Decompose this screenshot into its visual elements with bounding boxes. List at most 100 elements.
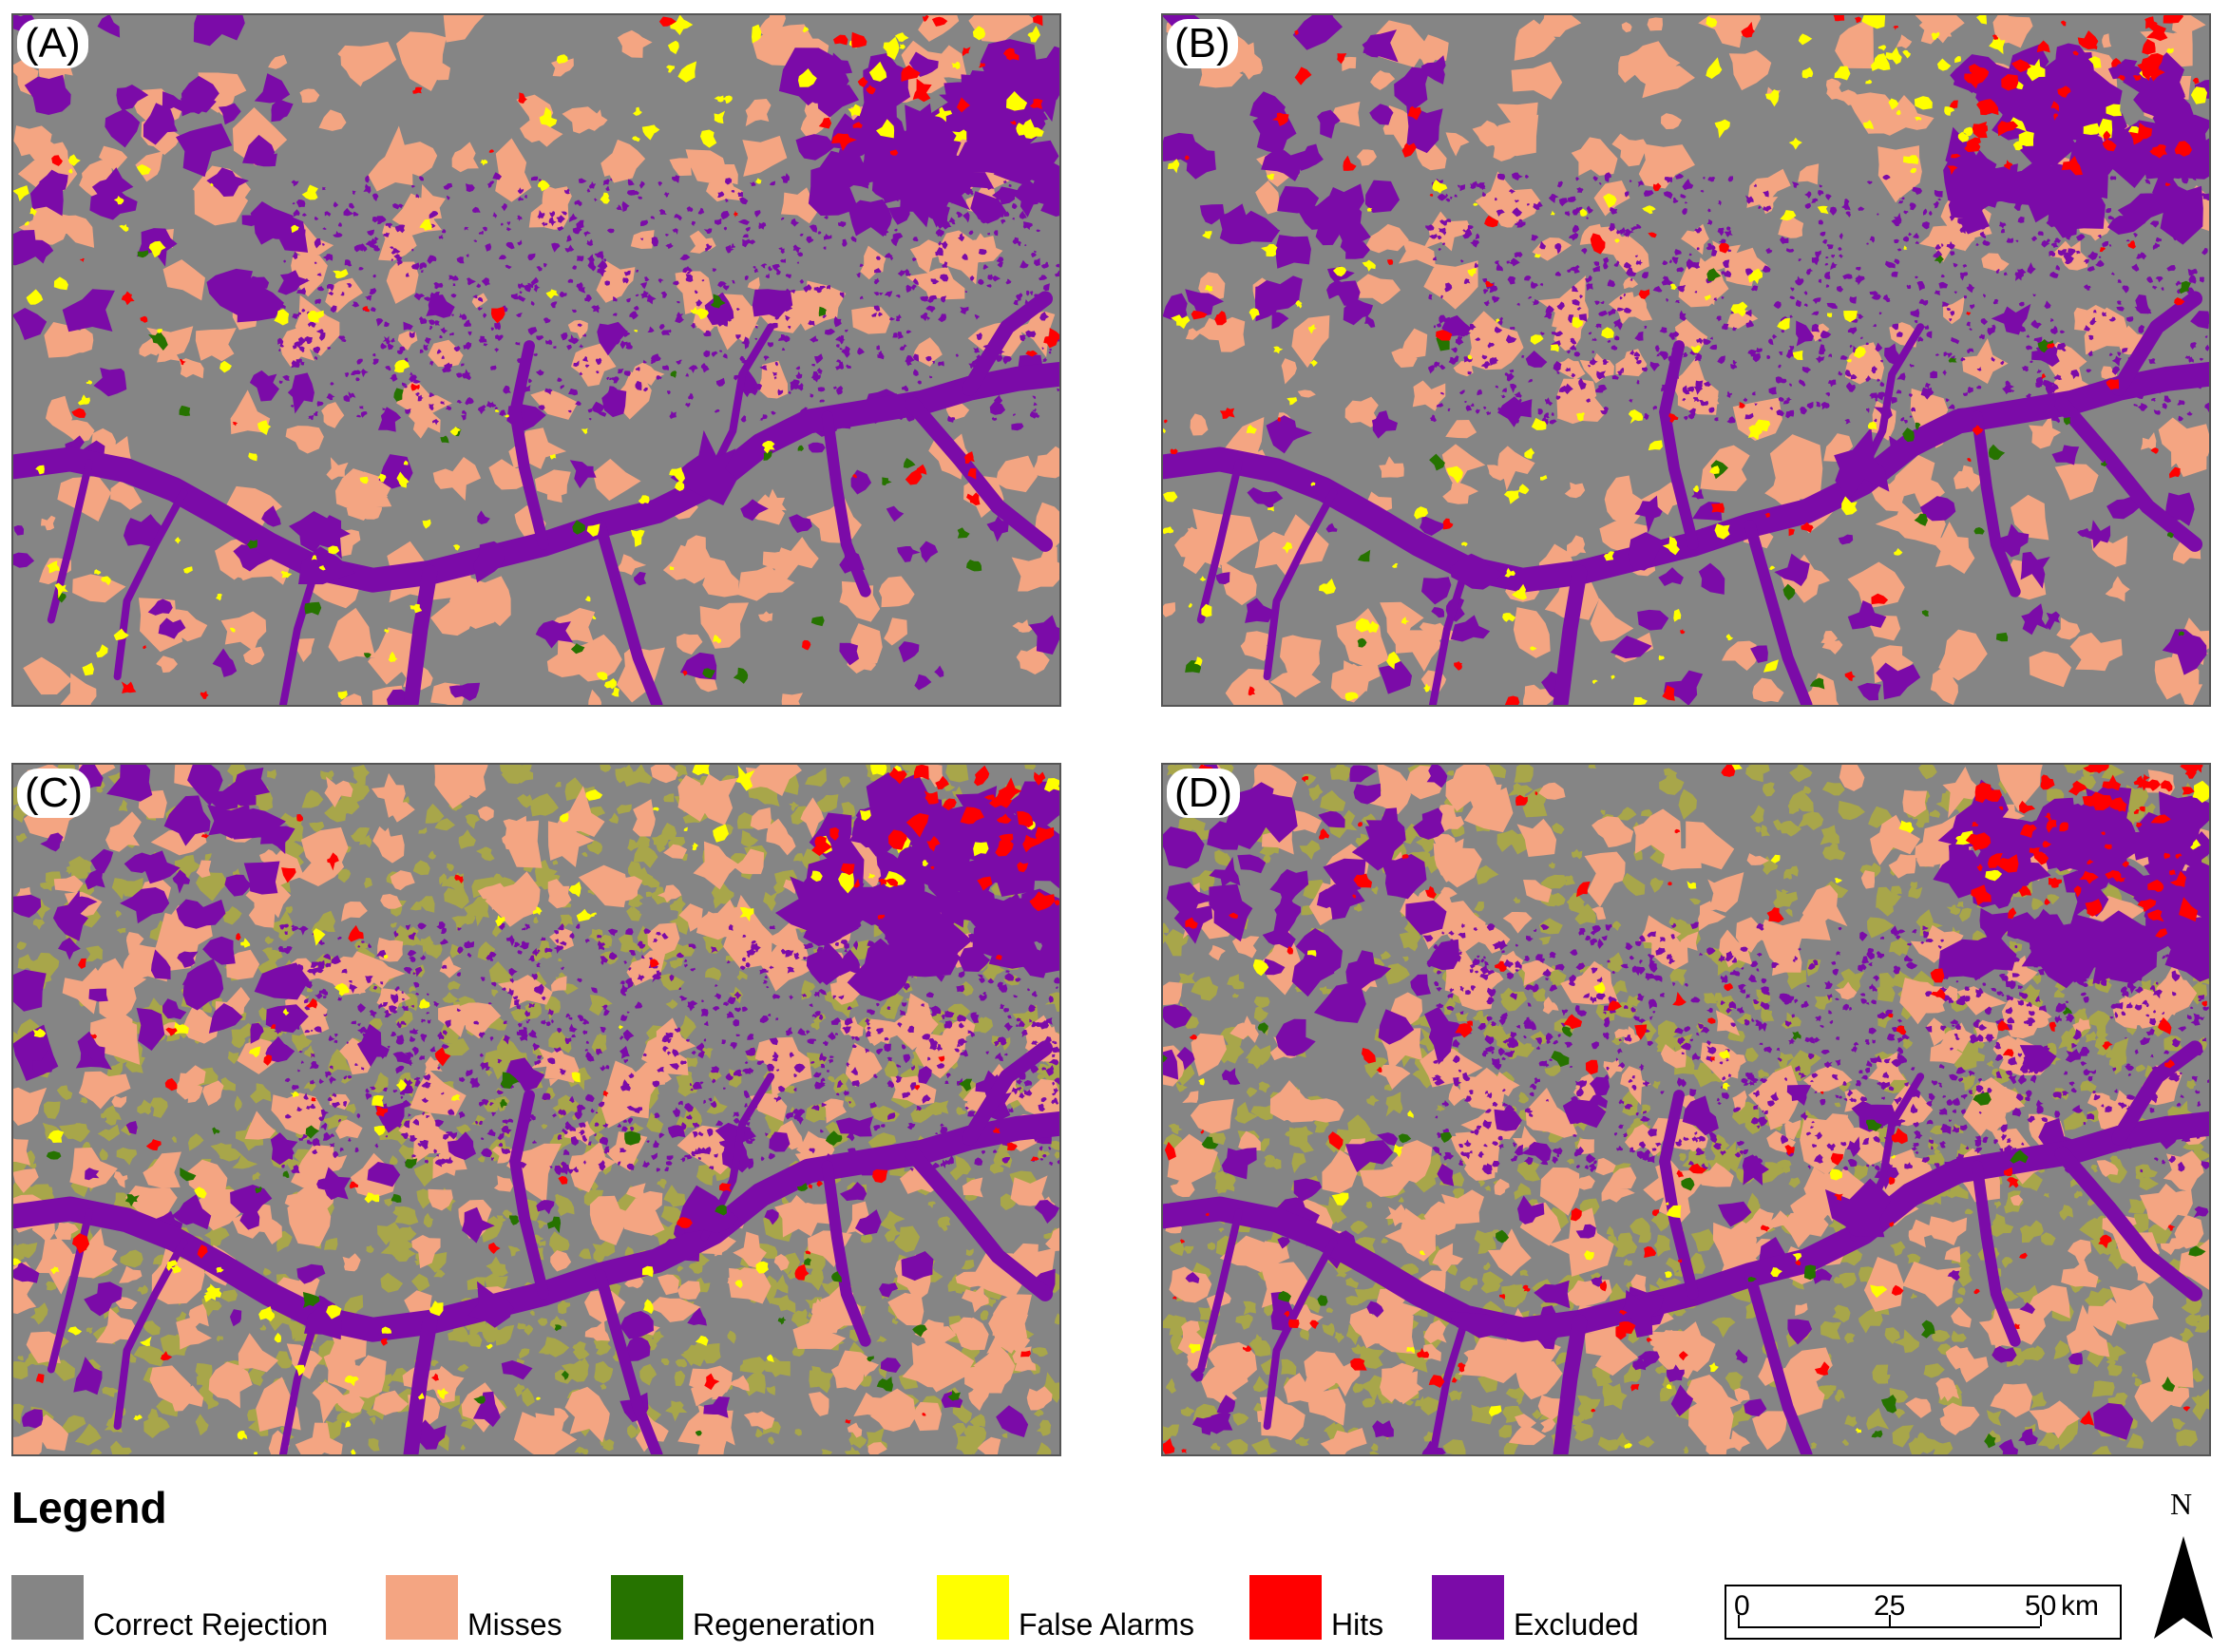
excluded-speckle — [274, 921, 1059, 1176]
excluded-northwest — [13, 765, 310, 1081]
tributary — [594, 1269, 663, 1454]
tributary — [1428, 563, 1470, 705]
map-canvas-d — [1163, 765, 2209, 1454]
excluded-northwest — [13, 15, 310, 332]
tributary — [821, 1160, 871, 1347]
map-layers — [1163, 765, 2209, 1454]
excluded-northeast — [1943, 43, 2209, 245]
scale-label-25: 25 — [1874, 1590, 1906, 1622]
panel-label-d: (D) — [1167, 769, 1241, 818]
tributary — [403, 1314, 438, 1454]
tributary — [2054, 1146, 2203, 1301]
map-canvas-c — [13, 765, 1059, 1454]
tributary — [962, 1040, 1054, 1146]
map-panel-a: (A) — [11, 13, 1061, 707]
map-layers — [13, 765, 1059, 1454]
legend-swatch-false-alarms — [937, 1575, 1009, 1640]
tributary — [594, 520, 663, 705]
scale-label-unit: km — [2061, 1590, 2099, 1622]
tributary — [1971, 1160, 2021, 1347]
hits-northeast — [818, 15, 1043, 156]
legend-label-misses: Misses — [467, 1607, 562, 1642]
excluded-south — [13, 289, 1059, 705]
river-lakes — [1449, 427, 1890, 590]
north-arrow-icon — [2154, 1536, 2213, 1639]
legend-swatch-hits — [1249, 1575, 1322, 1640]
legend-label-excluded: Excluded — [1514, 1607, 1639, 1642]
panel-label-b: (B) — [1167, 19, 1238, 68]
scale-tick-50 — [2040, 1615, 2042, 1626]
map-panel-c: (C) — [11, 763, 1061, 1456]
tributary — [278, 563, 320, 705]
map-layers — [1163, 15, 2209, 705]
tributary — [905, 1146, 1054, 1301]
excluded-northeast — [1933, 779, 2209, 989]
excluded-northeast — [778, 39, 1059, 237]
river-lakes — [1446, 1178, 1893, 1339]
map-panel-b: (B) — [1161, 13, 2211, 707]
river-network — [13, 1040, 1059, 1454]
tributary — [2111, 291, 2203, 396]
tributary — [509, 340, 549, 550]
scale-label-50: 50 — [2025, 1590, 2057, 1622]
hits-northeast — [1964, 15, 2200, 176]
river-network — [1163, 1040, 2209, 1454]
legend-swatch-excluded — [1432, 1575, 1504, 1640]
tributary — [1744, 520, 1813, 705]
excluded-northwest — [1163, 15, 1446, 326]
scale-bar-line — [1738, 1626, 2040, 1628]
misses-patches — [13, 765, 1059, 1454]
map-panel-d: (D) — [1161, 763, 2211, 1456]
excluded-northwest — [1163, 765, 1473, 1080]
scale-bar: 0 25 50 km — [1725, 1585, 2122, 1640]
misses-patches — [13, 15, 1059, 705]
tributary — [1659, 1090, 1699, 1300]
river-lakes — [303, 1185, 739, 1340]
tributary — [2054, 396, 2203, 552]
scale-tick-0 — [1738, 1615, 1740, 1626]
legend-swatch-correct-rejection — [11, 1575, 84, 1640]
map-layers — [13, 15, 1059, 705]
legend-label-correct-rejection: Correct Rejection — [93, 1607, 329, 1642]
tributary — [2111, 1040, 2203, 1146]
tributary — [1428, 1313, 1470, 1454]
hits-northeast — [811, 765, 1059, 912]
tributary — [1553, 1314, 1588, 1454]
excluded-speckle — [1422, 921, 2209, 1175]
tributary — [1659, 340, 1699, 550]
tributary — [403, 564, 438, 705]
false-alarm-patches — [1163, 155, 1919, 705]
misses-patches — [1163, 15, 2209, 705]
legend-swatch-misses — [386, 1575, 458, 1640]
hits-northeast — [1965, 765, 2203, 922]
map-canvas-a — [13, 15, 1059, 705]
tributary — [905, 396, 1054, 552]
tributary — [962, 291, 1054, 396]
tributary — [1744, 1269, 1813, 1454]
legend-label-hits: Hits — [1331, 1607, 1384, 1642]
panel-label-a: (A) — [17, 19, 88, 68]
river-lakes — [298, 429, 737, 585]
excluded-speckle — [1425, 172, 2209, 426]
tributary — [821, 410, 871, 598]
map-canvas-b — [1163, 15, 2209, 705]
excluded-south — [1185, 1045, 2209, 1454]
tributary — [1971, 410, 2021, 598]
tributary — [278, 1313, 320, 1454]
legend-swatch-regeneration — [611, 1575, 683, 1640]
tributary — [1263, 488, 1338, 681]
scale-label-0: 0 — [1734, 1590, 1750, 1622]
tributary — [1553, 564, 1588, 705]
legend-label-false-alarms: False Alarms — [1019, 1607, 1194, 1642]
tributary — [1196, 1208, 1243, 1374]
river-network — [1163, 291, 2209, 705]
panel-label-c: (C) — [17, 769, 91, 818]
north-arrow-letter: N — [2170, 1487, 2193, 1521]
scale-tick-25 — [1889, 1615, 1891, 1626]
legend-label-regeneration: Regeneration — [693, 1607, 876, 1642]
excluded-south — [13, 1023, 1059, 1450]
tributary — [47, 459, 93, 624]
tributary — [1196, 459, 1243, 624]
excluded-northeast — [774, 771, 1059, 1002]
